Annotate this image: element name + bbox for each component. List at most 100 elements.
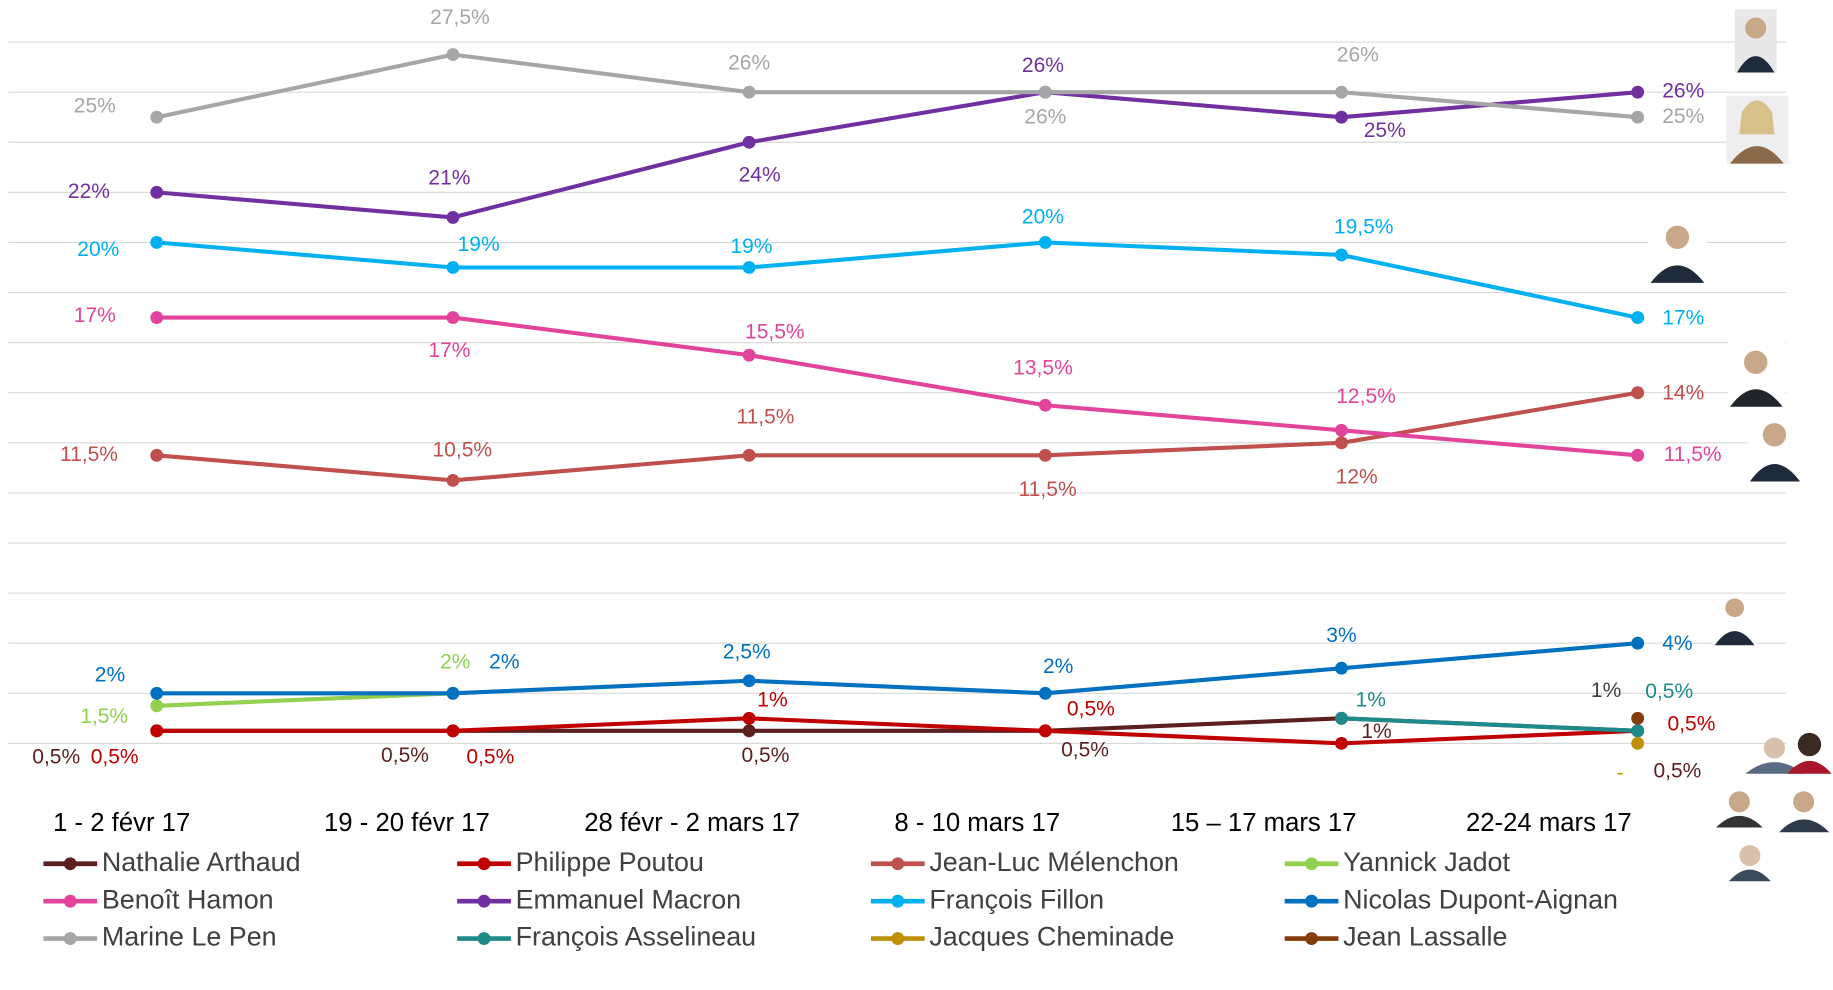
data-point [1335,85,1348,99]
data-point [150,724,164,738]
data-label: 1% [1356,688,1386,711]
data-label: 4% [1662,632,1692,655]
legend-marker [891,932,905,945]
x-tick-label: 19 - 20 févr 17 [324,809,490,837]
data-point [446,724,460,738]
legend-marker [63,932,77,945]
data-point [1335,110,1348,124]
data-point [1631,110,1645,124]
data-point [150,236,164,249]
data-label: 0,5% [1067,697,1115,720]
data-point [446,210,460,224]
photo [1727,341,1785,407]
photo [1726,95,1789,164]
data-point [742,674,756,688]
legend-marker [1305,894,1318,908]
data-label: 0,5% [466,745,514,768]
data-point [1335,436,1348,450]
data-label: 11,5% [736,406,794,429]
series-line [156,716,1638,746]
data-point [1038,85,1052,99]
data-point [1335,711,1348,725]
data-label: 19% [730,235,772,258]
x-tick-label: 1 - 2 févr 17 [53,809,190,837]
data-point [150,448,164,462]
data-point [1631,386,1645,400]
data-point [446,48,460,62]
legend-label: Jacques Cheminade [929,922,1174,952]
data-point [150,185,164,199]
data-label: 11,5% [1019,478,1077,501]
photo [1728,845,1771,882]
data-label: 1% [1591,679,1621,702]
photos [1648,9,1832,882]
legend-marker [477,857,491,871]
legend: Nathalie Arthaud Philippe Poutou Jean-Luc … [43,847,1618,952]
photo [1745,737,1804,774]
series-line [156,90,1638,220]
data-label: 17% [428,339,470,362]
data-label: 13,5% [1013,357,1073,380]
data-point [742,711,756,725]
data-point [1631,736,1645,750]
data-point [1335,736,1348,750]
data-point [742,448,756,462]
data-label: 25% [1662,105,1704,128]
photo [1787,732,1832,774]
data-point [446,686,460,700]
legend-label: François Asselineau [516,922,757,952]
data-point [742,348,756,362]
data-label: 17% [74,304,116,327]
data-label: 14% [1662,381,1704,404]
data-point [1631,448,1645,462]
series-line [156,315,1638,458]
photo [1648,216,1707,283]
data-label: 0,5% [1645,680,1693,703]
photo [1715,791,1763,828]
data-label: 1,5% [80,705,128,728]
data-label: 22% [68,180,110,203]
legend-label: Jean Lassalle [1343,922,1507,952]
data-label: 27,5% [430,6,490,29]
data-label: 25% [1364,119,1406,142]
grid [8,41,1787,744]
legend-label: Nicolas Dupont-Aignan [1343,884,1618,914]
data-point [150,110,164,124]
data-label: 0,5% [1667,713,1715,736]
legend-label: François Fillon [929,884,1104,914]
data-point [1631,311,1645,325]
data-label: 2% [489,650,519,673]
legend-label: Emmanuel Macron [516,884,742,914]
data-point [1335,423,1348,437]
data-label: 25% [74,94,116,117]
data-point [742,724,756,738]
data-point [1631,85,1645,99]
data-label: 11,5% [1664,443,1722,466]
data-point [742,261,756,274]
photo [1712,593,1757,646]
data-point [446,261,460,274]
legend-marker [1305,857,1318,871]
data-label: 15,5% [745,321,805,344]
data-point [1038,448,1052,462]
legend-marker [477,894,491,908]
data-point [446,473,460,487]
data-point [150,699,164,713]
data-point [1631,636,1645,650]
legend-marker [891,894,905,908]
photo [1747,414,1806,482]
legend-label: Marine Le Pen [102,922,277,952]
data-label: 0,5% [91,745,139,768]
data-label: 26% [1022,54,1064,77]
data-label: 21% [428,166,470,189]
x-tick-label: 22-24 mars 17 [1466,809,1632,837]
data-label: 2% [1043,655,1073,678]
data-label: 0,5% [742,744,790,767]
series-line [156,52,1638,120]
data-label: 1% [757,688,787,711]
data-label: 24% [739,164,781,187]
data-label: 26% [728,52,770,75]
data-point [742,135,756,149]
data-point [1038,724,1052,738]
